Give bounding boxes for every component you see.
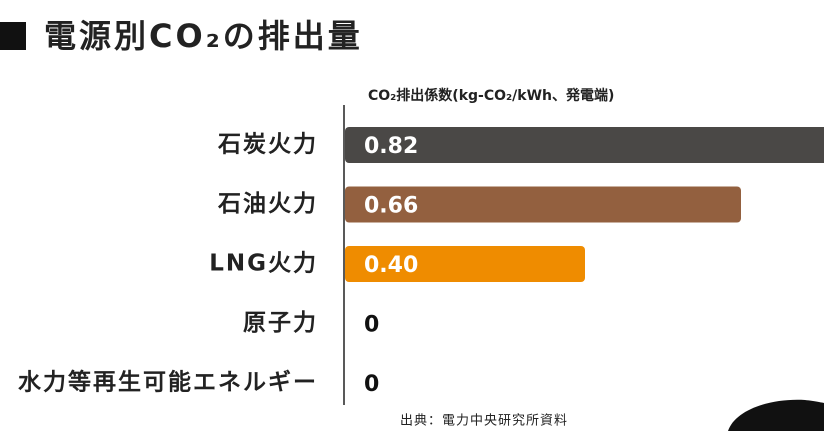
category-label: 水力等再生可能エネルギー — [18, 369, 318, 396]
value-label: 0.66 — [364, 194, 418, 219]
value-label: 0 — [364, 313, 379, 338]
category-label: 石油火力 — [217, 191, 318, 217]
value-label: 0 — [364, 372, 379, 397]
chart: 電源別CO₂の排出量 CO₂排出係数(kg-CO₂/kWh、発電端) 出典：電力… — [0, 0, 824, 431]
source: 出典：電力中央研究所資料 — [400, 414, 568, 429]
decoration — [728, 400, 824, 431]
chart-title: 電源別CO₂の排出量 — [44, 17, 363, 55]
value-label: 0.82 — [364, 134, 418, 159]
category-label: 原子力 — [243, 310, 318, 336]
category-label: 石炭火力 — [217, 132, 318, 158]
value-label: 0.40 — [364, 253, 418, 278]
subtitle: CO₂排出係数(kg-CO₂/kWh、発電端) — [368, 87, 614, 104]
category-label: LNG火力 — [209, 251, 318, 277]
title-marker — [0, 22, 26, 50]
